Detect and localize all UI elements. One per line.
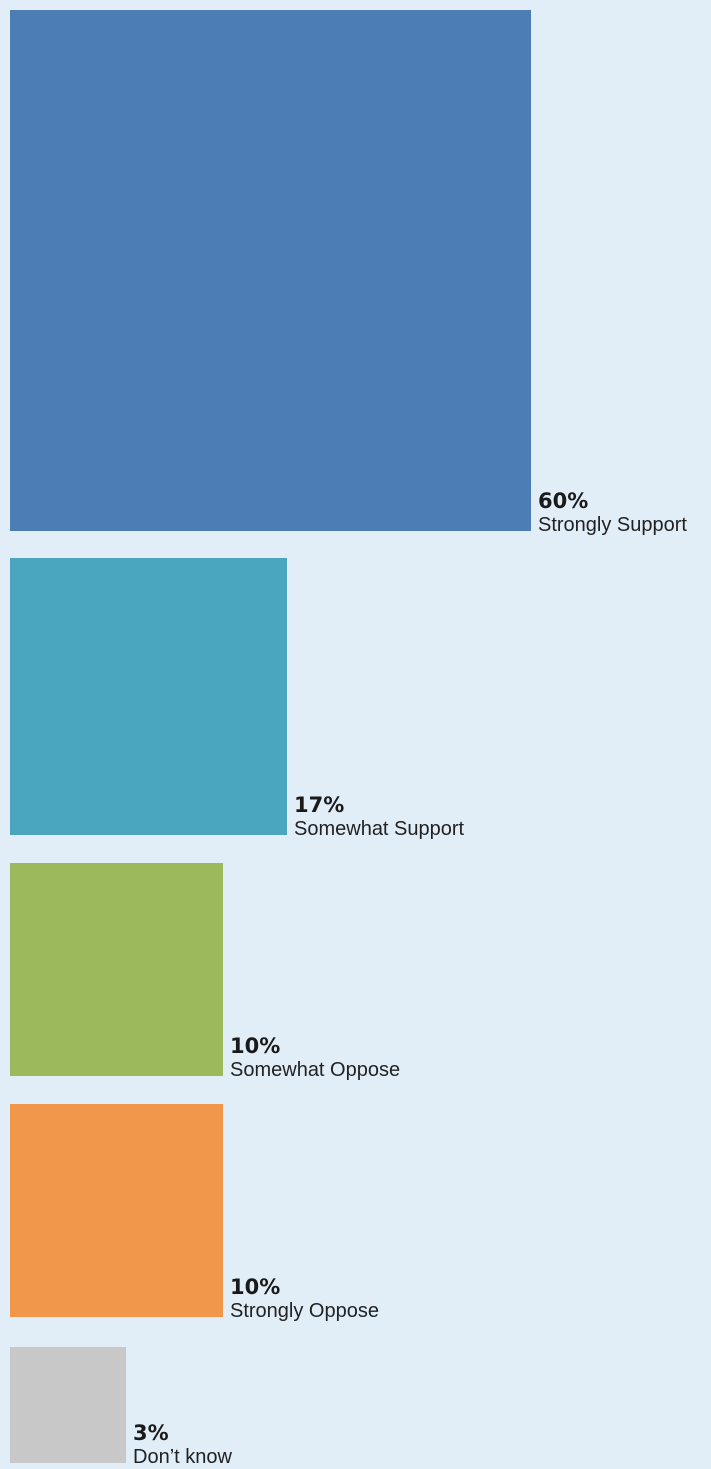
- square-strongly-oppose: [10, 1104, 223, 1317]
- category-label: Strongly Support: [538, 514, 687, 536]
- percent-label: 10%: [230, 1275, 281, 1299]
- square-somewhat-oppose: [10, 863, 223, 1076]
- square-strongly-support: [10, 10, 531, 531]
- percent-label: 60%: [538, 489, 589, 513]
- label-group: 17% Somewhat Support: [294, 793, 464, 841]
- square-somewhat-support: [10, 558, 287, 835]
- category-label: Don’t know: [133, 1446, 232, 1468]
- label-group: 60% Strongly Support: [538, 489, 687, 537]
- label-group: 3% Don’t know: [133, 1421, 232, 1469]
- square-don-t-know: [10, 1347, 126, 1463]
- percent-label: 10%: [230, 1034, 281, 1058]
- label-group: 10% Strongly Oppose: [230, 1275, 379, 1323]
- label-group: 10% Somewhat Oppose: [230, 1034, 400, 1082]
- percent-label: 17%: [294, 793, 345, 817]
- percent-label: 3%: [133, 1421, 169, 1445]
- category-label: Somewhat Support: [294, 818, 465, 840]
- category-label: Somewhat Oppose: [230, 1059, 401, 1081]
- chart-area: 60% Strongly Support 17% Somewhat Support 10…: [10, 10, 687, 1468]
- category-label: Strongly Oppose: [230, 1300, 379, 1322]
